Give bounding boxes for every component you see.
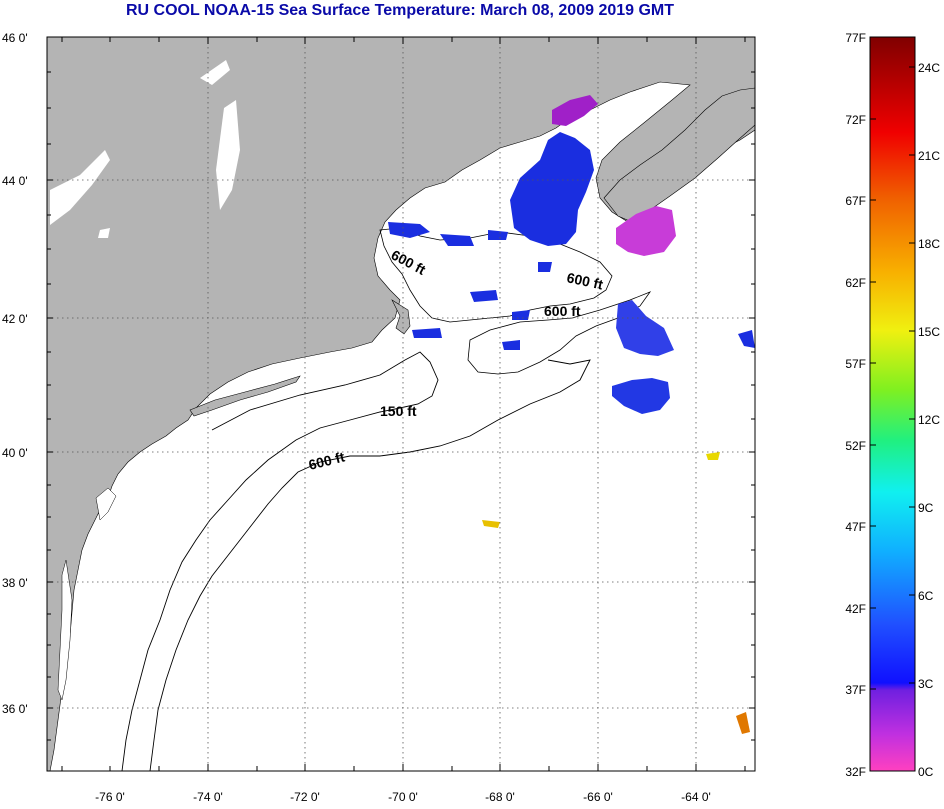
cb-f-37: 37F (845, 683, 866, 697)
cb-f-32: 32F (845, 765, 866, 779)
cb-f-42: 42F (845, 602, 866, 616)
cb-c-12: 12C (918, 413, 940, 427)
contour-label-600ft-georges: 600 ft (544, 303, 581, 319)
sst-patch-scotian-magenta (616, 206, 676, 256)
sst-patch-wgom-5 (470, 290, 498, 302)
cb-c-21: 21C (918, 149, 940, 163)
contour-150ft (121, 351, 439, 771)
cb-f-77: 77F (845, 31, 866, 45)
sst-patch-wgom-4 (538, 262, 552, 272)
contour-600ft-gulf (379, 227, 613, 323)
cb-c-6: 6C (918, 589, 934, 603)
lat-label-46: 46 0' (2, 31, 28, 45)
sst-patch-wgom-3 (488, 230, 508, 240)
sst-patch-georges-east (612, 378, 670, 414)
cb-c-0: 0C (918, 765, 934, 779)
lat-label-40: 40 0' (2, 446, 28, 460)
sst-patch-wgom-8 (512, 310, 530, 320)
sst-patch-orange (736, 712, 750, 734)
land-cape-cod (391, 299, 411, 335)
graticule (47, 37, 755, 771)
lat-label-36: 36 0' (2, 702, 28, 716)
lake-4 (98, 228, 110, 238)
lon-label-76: -76 0' (95, 790, 125, 804)
contour-label-150ft: 150 ft (380, 403, 417, 419)
cb-f-47: 47F (845, 520, 866, 534)
sst-patch-wgom-7 (502, 340, 520, 350)
lat-label-38: 38 0' (2, 576, 28, 590)
delaware-bay (95, 487, 117, 521)
sst-patch-east-edge (738, 330, 755, 348)
sst-patch-wgom-1 (388, 222, 430, 238)
lat-label-42: 42 0' (2, 312, 28, 326)
chesapeake-bay (57, 559, 73, 701)
lon-label-74: -74 0' (193, 790, 223, 804)
sst-patch-wgom-6 (412, 328, 442, 338)
lon-label-64: -64 0' (681, 790, 711, 804)
lake-1 (50, 150, 110, 225)
cb-c-15: 15C (918, 325, 940, 339)
lon-label-72: -72 0' (290, 790, 320, 804)
cb-f-62: 62F (845, 276, 866, 290)
cb-f-57: 57F (845, 357, 866, 371)
sst-patch-bay-of-fundy (510, 132, 594, 246)
sst-patch-yellow-1 (482, 520, 500, 528)
land-mainland (47, 37, 755, 771)
contour-600ft-shelf (149, 359, 591, 771)
sst-patch-wgom-2 (440, 234, 474, 246)
lake-2 (200, 60, 230, 85)
colorbar-ticks (870, 36, 915, 690)
map-title: RU COOL NOAA-15 Sea Surface Temperature:… (125, 2, 675, 19)
cb-c-24: 24C (918, 61, 940, 75)
sst-patch-scotian-blue (616, 300, 674, 356)
map-frame (46, 36, 756, 772)
lon-label-68: -68 0' (485, 790, 515, 804)
lake-3 (216, 100, 240, 210)
cb-f-72: 72F (845, 113, 866, 127)
land-long-island (189, 375, 301, 417)
lon-label-66: -66 0' (583, 790, 613, 804)
cb-f-67: 67F (845, 194, 866, 208)
map-area (47, 37, 755, 771)
sst-patch-yellow-2 (706, 452, 720, 460)
cb-c-9: 9C (918, 501, 934, 515)
colorbar (869, 36, 916, 772)
sst-patch-bay-of-fundy-purple (552, 95, 598, 126)
cb-c-18: 18C (918, 237, 940, 251)
lon-label-70: -70 0' (388, 790, 418, 804)
cb-f-52: 52F (845, 439, 866, 453)
cb-c-3: 3C (918, 677, 934, 691)
lat-label-44: 44 0' (2, 174, 28, 188)
tick-marks (47, 36, 755, 771)
contour-label-600ft-ne: 600 ft (565, 269, 604, 292)
